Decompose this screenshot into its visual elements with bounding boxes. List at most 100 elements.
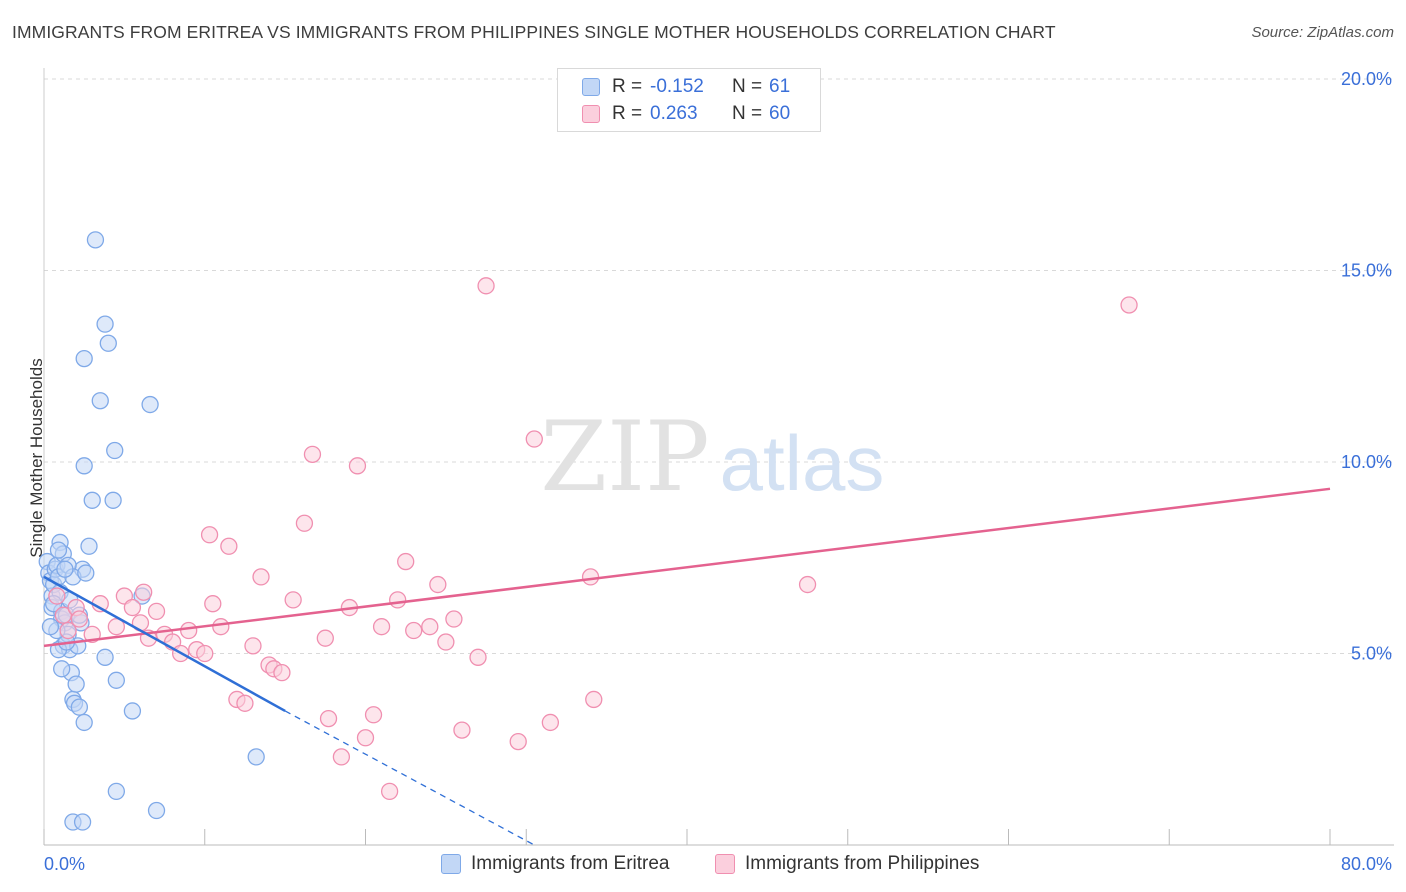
x-tick-label: 80.0% — [1341, 854, 1392, 874]
eritrea-point — [141, 395, 159, 414]
philippines-point — [54, 606, 72, 624]
philippines-point — [123, 598, 142, 617]
y-tick-label: 5.0% — [1351, 644, 1392, 664]
eritrea-point — [123, 702, 142, 720]
gridlines — [44, 78, 1394, 654]
eritrea-point — [70, 698, 89, 716]
philippines-point — [798, 575, 817, 594]
bottom-legend-swatch-eritrea — [441, 854, 461, 874]
x-tick-label: 0.0% — [44, 854, 85, 874]
eritrea-point — [75, 713, 93, 732]
philippines-point — [356, 729, 375, 747]
eritrea-point — [80, 537, 98, 555]
philippines-point — [348, 457, 367, 475]
philippines-point — [200, 526, 219, 544]
philippines-point — [316, 629, 334, 647]
philippines-point — [581, 568, 600, 586]
philippines-point — [1120, 296, 1138, 314]
philippines-point — [445, 610, 463, 628]
philippines-point — [364, 706, 383, 724]
watermark: ZIP atlas — [540, 401, 884, 513]
watermark-atlas: atlas — [720, 419, 885, 507]
eritrea-point — [41, 618, 60, 636]
philippines-point — [135, 583, 153, 601]
axes — [43, 68, 1394, 846]
eritrea-point — [77, 564, 95, 582]
philippines-point — [48, 587, 66, 605]
eritrea-point — [49, 541, 68, 559]
philippines-point — [397, 552, 415, 571]
series-eritrea-points — [38, 231, 265, 831]
legend-row-philippines: R = 0.263 N = 60 — [582, 102, 790, 126]
philippines-point — [380, 782, 399, 801]
source-label: Source: ZipAtlas.com — [1251, 24, 1394, 41]
philippines-point — [319, 709, 338, 728]
philippines-point — [421, 618, 439, 636]
eritrea-point — [247, 748, 265, 766]
eritrea-point — [67, 675, 85, 693]
philippines-point — [388, 591, 407, 609]
eritrea-point — [86, 231, 105, 249]
eritrea-point — [96, 315, 114, 333]
bottom-legend-philippines: Immigrants from Philippines — [715, 852, 979, 876]
eritrea-point — [106, 441, 124, 460]
philippines-point — [244, 637, 262, 655]
y-tick-label: 10.0% — [1341, 452, 1392, 472]
eritrea-point — [56, 560, 74, 578]
eritrea-point — [83, 491, 101, 509]
philippines-point — [541, 713, 560, 732]
eritrea-point — [96, 648, 114, 666]
philippines-point — [147, 602, 166, 621]
correlation-legend: R = -0.152 N = 61 R = 0.263 N = 60 — [557, 68, 821, 132]
eritrea-point — [73, 813, 92, 831]
philippines-point — [295, 514, 314, 532]
legend-swatch-eritrea — [582, 78, 600, 96]
philippines-point — [429, 575, 447, 594]
philippines-point — [212, 618, 230, 636]
legend-r-value: 0.263 — [650, 103, 698, 124]
eritrea-point — [99, 334, 117, 352]
eritrea-point — [107, 671, 125, 689]
legend-n-value: 61 — [769, 76, 791, 97]
philippines-trend-line — [43, 487, 1331, 648]
philippines-point — [180, 621, 198, 640]
trend-lines — [43, 487, 1331, 846]
philippines-point — [332, 748, 351, 766]
philippines-point — [469, 648, 487, 666]
philippines-point — [477, 277, 495, 295]
eritrea-point — [107, 782, 125, 801]
philippines-point — [252, 568, 270, 586]
eritrea-point — [104, 491, 122, 509]
legend-r-label: R = — [612, 103, 643, 124]
legend-n-value: 60 — [769, 103, 791, 124]
legend-r-label: R = — [612, 76, 643, 97]
eritrea-trend-extension — [284, 710, 535, 846]
y-tick-label: 20.0% — [1341, 69, 1392, 89]
series-philippines-points — [48, 277, 1138, 801]
eritrea-point — [91, 392, 109, 410]
chart-title: IMMIGRANTS FROM ERITREA VS IMMIGRANTS FR… — [12, 22, 1056, 42]
philippines-point — [585, 690, 603, 709]
eritrea-point — [147, 801, 166, 820]
legend-r-value: -0.152 — [650, 76, 704, 97]
philippines-point — [107, 618, 125, 636]
eritrea-point — [75, 457, 93, 475]
bottom-legend-swatch-philippines — [715, 854, 735, 874]
philippines-point — [59, 621, 77, 640]
philippines-point — [220, 537, 238, 555]
bottom-legend-label-eritrea: Immigrants from Eritrea — [471, 853, 670, 874]
eritrea-point — [53, 660, 71, 678]
philippines-point — [196, 644, 214, 663]
eritrea-trend-line — [43, 575, 286, 713]
philippines-point — [525, 430, 543, 448]
tick-labels: 5.0% 10.0% 15.0% 20.0% 0.0% 80.0% — [44, 69, 1392, 874]
philippines-point — [303, 445, 322, 463]
philippines-point — [437, 633, 455, 651]
philippines-point — [236, 694, 254, 712]
legend-n-label: N = — [732, 76, 763, 97]
philippines-point — [273, 664, 291, 682]
philippines-point — [70, 610, 89, 628]
watermark-zip: ZIP — [540, 401, 709, 513]
y-tick-label: 15.0% — [1341, 261, 1392, 281]
